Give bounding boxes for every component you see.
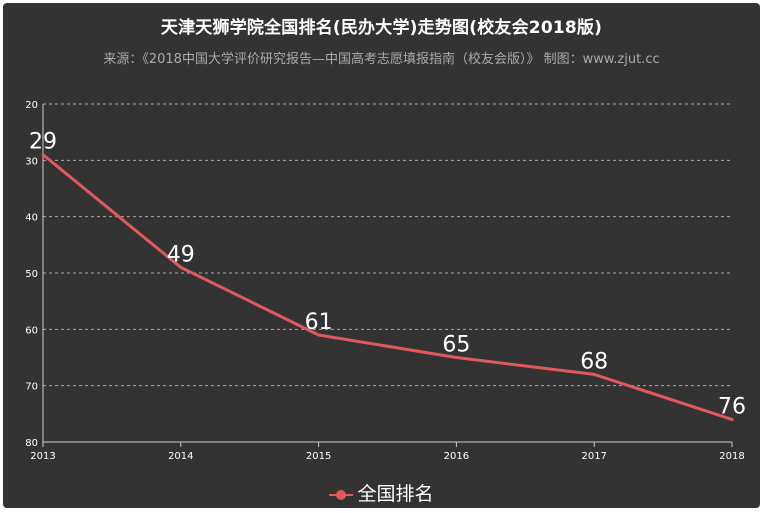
y-tick-label: 50 — [25, 269, 38, 280]
y-tick-label: 20 — [25, 100, 38, 111]
data-point — [179, 265, 183, 269]
data-point — [41, 153, 45, 157]
data-label: 68 — [580, 349, 608, 374]
chart-subtitle: 来源：《2018中国大学评价研究报告—中国高考志愿填报指南（校友会版）》 制图：… — [103, 52, 660, 67]
series-line-全国排名 — [41, 153, 734, 421]
y-tick-label: 40 — [25, 213, 38, 224]
x-tick-label: 2016 — [444, 451, 469, 462]
data-label: 65 — [442, 333, 470, 358]
y-tick-label: 30 — [25, 156, 38, 167]
data-point — [730, 417, 734, 421]
data-label: 29 — [29, 130, 57, 155]
chart-plot: 20 30 40 50 60 70 80 2013 2014 2015 2016 2017 2018 2… — [25, 100, 746, 462]
data-point — [454, 356, 458, 359]
legend-label: 全国排名 — [357, 483, 434, 505]
x-tick-label: 2013 — [30, 451, 55, 462]
legend[interactable]: 全国排名 — [3, 479, 760, 506]
x-tick-label: 2017 — [581, 451, 606, 462]
x-tick-label: 2018 — [719, 451, 744, 462]
data-point — [592, 372, 596, 376]
x-tick-label: 2014 — [168, 451, 193, 462]
data-label: 49 — [167, 242, 195, 267]
data-point — [317, 333, 321, 337]
chart-panel: 天津天狮学院全国排名(民办大学)走势图(校友会2018版) 来源：《2018中国… — [3, 3, 760, 508]
chart-title: 天津天狮学院全国排名(民办大学)走势图(校友会2018版) — [160, 18, 603, 38]
data-label: 76 — [718, 394, 746, 419]
y-tick-label: 70 — [25, 382, 38, 393]
y-tick-label: 60 — [25, 325, 38, 336]
x-tick-label: 2015 — [306, 451, 331, 462]
legend-line-marker-icon — [329, 488, 354, 502]
data-label: 61 — [305, 310, 333, 335]
y-tick-label: 80 — [25, 438, 38, 449]
